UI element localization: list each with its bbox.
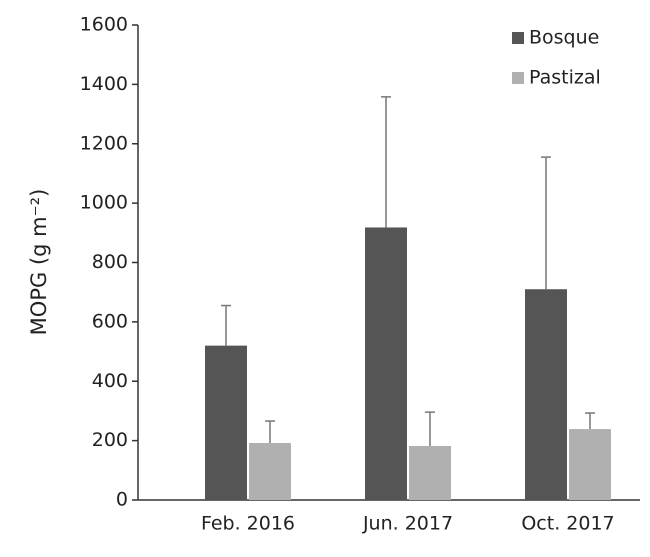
x-tick-label: Feb. 2016 — [201, 513, 295, 535]
bar — [569, 429, 611, 500]
bar — [409, 445, 451, 500]
bar — [249, 443, 291, 500]
bar — [525, 289, 567, 500]
legend-swatch — [512, 72, 524, 84]
x-tick-label: Jun. 2017 — [362, 513, 453, 535]
y-tick-label: 0 — [116, 489, 128, 511]
legend-swatch — [512, 32, 524, 44]
error-bar — [541, 156, 551, 290]
y-axis-label: MOPG (g m⁻²) — [27, 189, 51, 336]
error-bar — [425, 411, 435, 446]
y-tick-label: 800 — [92, 251, 128, 273]
y-tick-label: 200 — [92, 429, 128, 451]
y-tick-label: 400 — [92, 370, 128, 392]
bar — [365, 227, 407, 500]
bar — [205, 345, 247, 500]
error-bar — [265, 420, 275, 443]
error-bar — [221, 304, 231, 346]
x-tick-label: Oct. 2017 — [521, 513, 614, 535]
legend-label: Pastizal — [529, 67, 601, 89]
error-bar — [585, 412, 595, 430]
y-tick-label: 1600 — [80, 14, 128, 36]
legend-label: Bosque — [529, 27, 599, 49]
error-bar — [381, 96, 391, 228]
y-tick-label: 1400 — [80, 73, 128, 95]
y-tick-label: 600 — [92, 310, 128, 332]
y-tick-label: 1200 — [80, 132, 128, 154]
y-tick-label: 1000 — [80, 192, 128, 214]
